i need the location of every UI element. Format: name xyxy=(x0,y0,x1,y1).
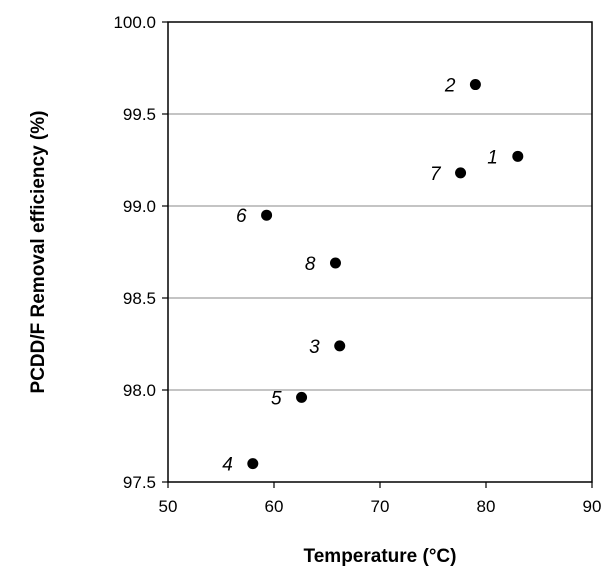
data-point-label: 5 xyxy=(271,388,282,409)
x-axis-ticks: 50 60 70 80 90 xyxy=(159,482,602,516)
data-point-8 xyxy=(329,257,341,269)
data-point-label: 4 xyxy=(222,455,233,476)
y-tick-label: 99.5 xyxy=(123,105,156,124)
data-point-label: 6 xyxy=(236,206,247,227)
data-point-label: 3 xyxy=(309,337,320,358)
y-tick-label: 98.0 xyxy=(123,381,156,400)
y-axis-title: PCDD/F Removal efficiency (%) xyxy=(28,111,49,394)
data-point-label: 8 xyxy=(305,254,316,275)
y-tick-label: 98.5 xyxy=(123,289,156,308)
data-point-5 xyxy=(296,391,308,403)
data-point-4 xyxy=(247,458,259,470)
y-axis-ticks: 97.5 98.0 98.5 99.0 99.5 100.0 xyxy=(113,13,168,492)
plot-area-frame xyxy=(167,21,593,483)
x-tick-label: 70 xyxy=(371,497,390,516)
x-tick-label: 50 xyxy=(159,497,178,516)
x-tick-label: 80 xyxy=(477,497,496,516)
data-point-2 xyxy=(469,79,481,91)
data-point-1 xyxy=(512,150,524,162)
data-point-3 xyxy=(334,340,346,352)
x-axis-title: Temperature (°C) xyxy=(304,546,457,567)
data-point-6 xyxy=(261,209,273,221)
x-tick-label: 60 xyxy=(265,497,284,516)
data-points: 1 2 3 4 5 6 7 8 xyxy=(222,76,524,476)
grid-lines xyxy=(168,113,592,391)
data-point-label: 2 xyxy=(444,76,456,97)
y-tick-label: 97.5 xyxy=(123,473,156,492)
y-tick-label: 99.0 xyxy=(123,197,156,216)
x-tick-label: 90 xyxy=(583,497,602,516)
y-tick-label: 100.0 xyxy=(113,13,156,32)
data-point-7 xyxy=(455,167,467,179)
data-point-label: 7 xyxy=(430,164,442,185)
data-point-label: 1 xyxy=(487,147,498,168)
